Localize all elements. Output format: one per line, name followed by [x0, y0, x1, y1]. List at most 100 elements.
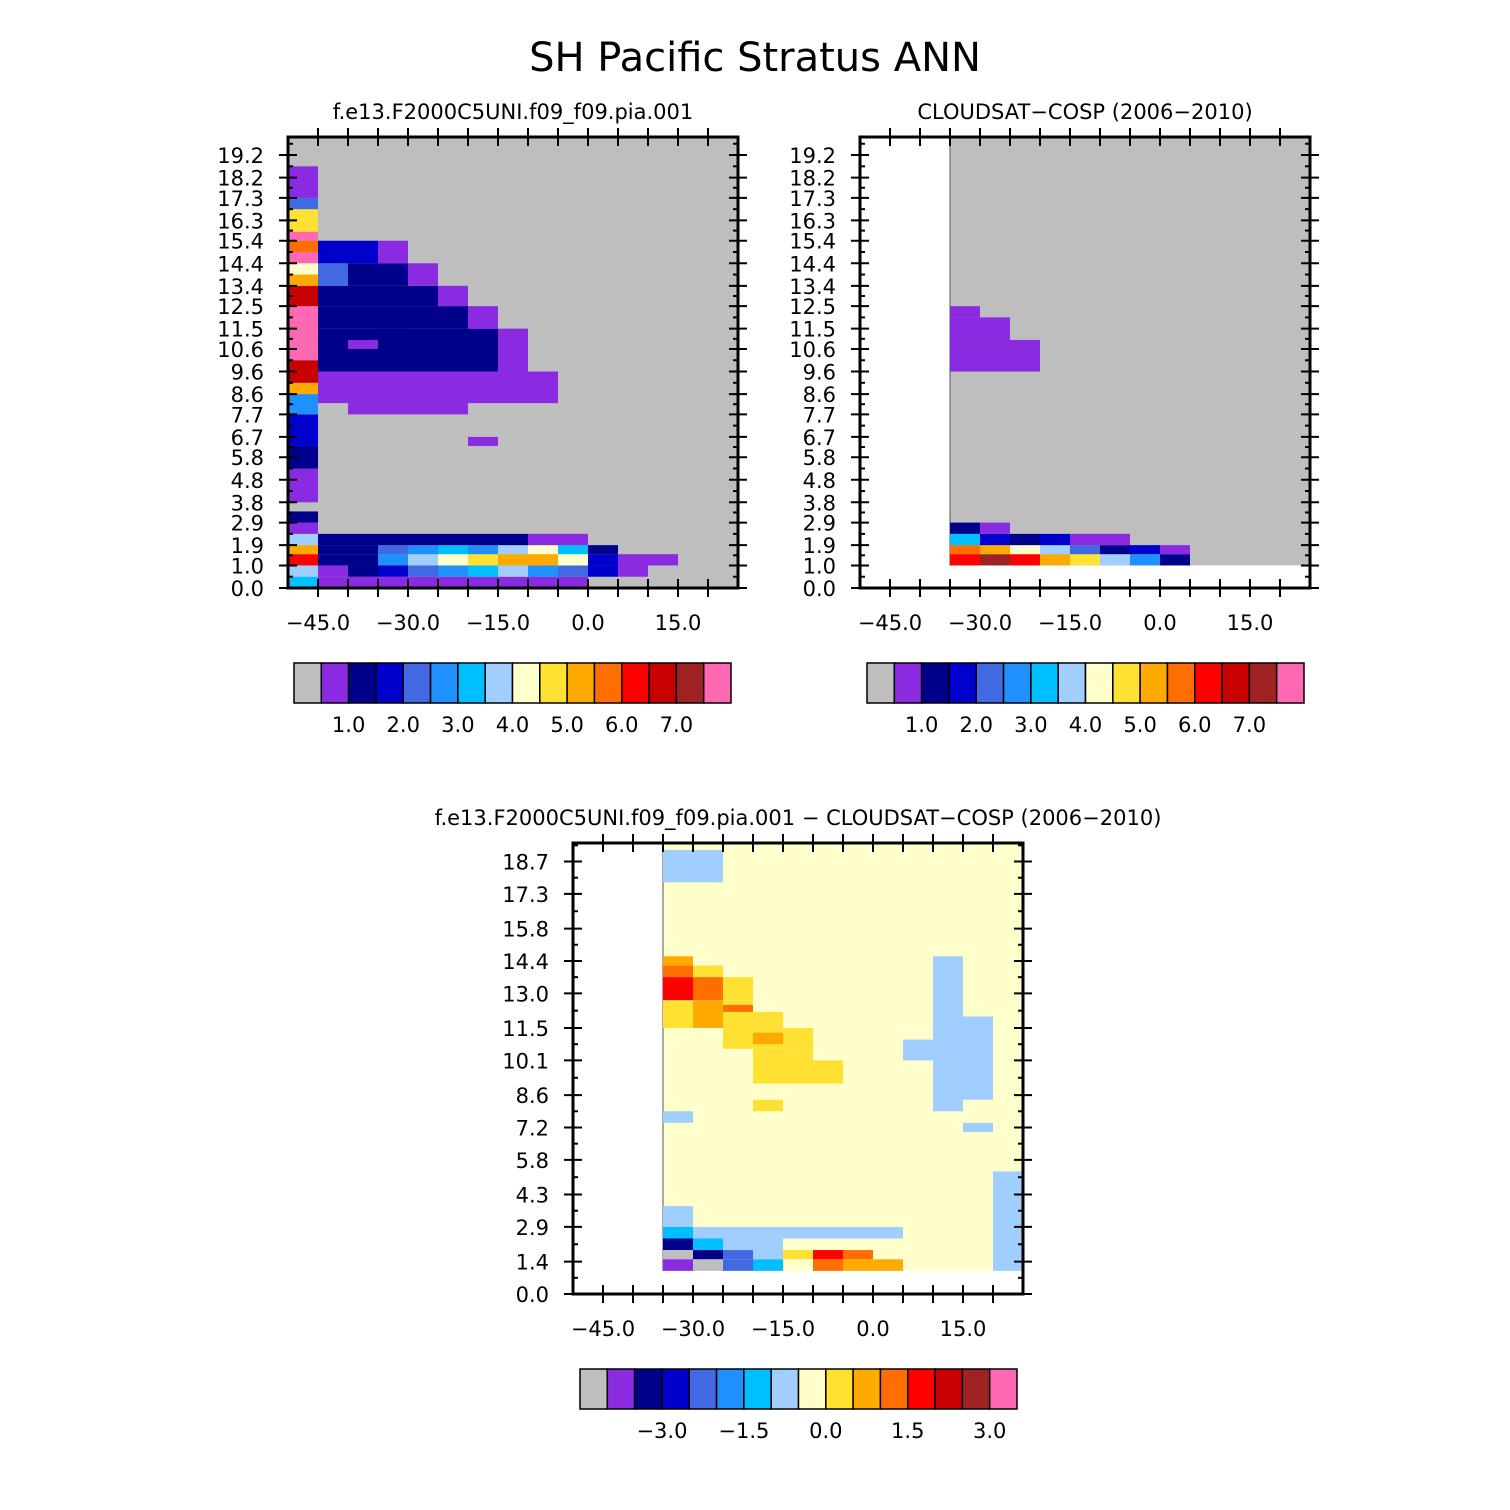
heatmap-cell — [753, 1048, 783, 1072]
y-tick-label: 9.6 — [803, 361, 836, 385]
heatmap-cell — [318, 285, 438, 307]
y-tick-label: 0.0 — [803, 577, 836, 601]
y-tick-label: 12.5 — [217, 295, 264, 319]
y-tick-label: 19.2 — [789, 144, 836, 168]
y-tick-label: 7.7 — [803, 403, 836, 427]
colorbar-label: 5.0 — [550, 713, 583, 737]
colorbar-label: 6.0 — [605, 713, 638, 737]
heatmap-cell — [723, 977, 753, 1001]
y-tick-label: 14.4 — [502, 950, 549, 974]
colorbar-label: 7.0 — [1233, 713, 1266, 737]
heatmap-cell — [753, 1032, 783, 1045]
heatmap-cell — [288, 565, 318, 577]
y-tick-label: 1.4 — [516, 1251, 549, 1275]
heatmap-cell — [348, 565, 378, 577]
heatmap-cell — [663, 1250, 693, 1260]
colorbar-box — [934, 1368, 964, 1410]
heatmap-cell — [1160, 554, 1190, 566]
y-tick-label: 13.4 — [217, 275, 264, 299]
colorbar-label: 3.0 — [1014, 713, 1047, 737]
y-tick-label: 2.9 — [803, 512, 836, 536]
heatmap-cell — [288, 240, 318, 253]
y-tick-label: 17.3 — [789, 187, 836, 211]
colorbar-box — [688, 1368, 718, 1410]
y-tick-label: 4.3 — [516, 1184, 549, 1208]
colorbar-cloudsat: 1.0 2.0 3.0 4.0 5.0 6.0 7.0 — [866, 662, 1305, 737]
heatmap-cell — [318, 371, 558, 404]
heatmap-cell — [588, 554, 618, 566]
heatmap-cell — [1070, 533, 1130, 546]
panel-title: f.e13.F2000C5UNI.f09_f09.pia.001 − CLOUD… — [435, 806, 1162, 831]
heatmap-cell — [498, 348, 528, 372]
colorbar-box — [347, 662, 377, 704]
heatmap-cell — [663, 849, 723, 883]
colorbar-box — [429, 662, 459, 704]
colorbar-box — [375, 662, 404, 704]
heatmap-cell — [288, 252, 318, 264]
heatmap-cell — [378, 554, 408, 566]
heatmap-cell — [318, 554, 378, 566]
colorbar-box — [1275, 662, 1305, 704]
y-tick-label: 15.8 — [502, 918, 549, 942]
heatmap-cell — [528, 565, 558, 577]
heatmap-cell — [663, 1111, 693, 1123]
heatmap-cell — [318, 533, 528, 546]
heatmap-cell — [950, 339, 1040, 372]
heatmap-cell — [348, 263, 408, 286]
heatmap-cell — [288, 394, 318, 415]
colorbar-box — [1166, 662, 1196, 704]
heatmap-cell — [618, 554, 648, 566]
heatmap-cell — [408, 565, 438, 577]
heatmap-cell — [783, 1259, 813, 1271]
heatmap-cell — [783, 1250, 813, 1260]
heatmap-cell — [288, 511, 318, 523]
heatmap-cell — [318, 348, 498, 372]
colorbar-box — [1112, 662, 1141, 704]
y-tick-label: 16.3 — [217, 209, 264, 233]
y-tick-label: 4.8 — [231, 469, 264, 493]
x-tick-label: −15.0 — [751, 1317, 815, 1341]
colorbar-box — [402, 662, 432, 704]
colorbar-box — [621, 662, 650, 704]
heatmap-cell — [318, 263, 348, 286]
y-tick-label: 17.3 — [217, 187, 264, 211]
heatmap-cell — [528, 554, 558, 566]
x-tick-label: 15.0 — [940, 1317, 987, 1341]
heatmap-cell — [663, 977, 693, 1001]
heatmap-cell — [950, 554, 980, 566]
heatmap-cell — [408, 554, 438, 566]
colorbar-label: 1.5 — [891, 1419, 924, 1443]
heatmap-cell — [468, 554, 498, 566]
heatmap-cell — [753, 1071, 843, 1084]
y-tick-label: 3.8 — [231, 491, 264, 515]
heatmap-cell — [950, 317, 1010, 340]
heatmap-cell — [693, 1250, 723, 1260]
y-tick-label: 18.2 — [789, 167, 836, 191]
heatmap-cell — [468, 306, 498, 329]
heatmap-cell — [663, 965, 693, 978]
heatmap-cell — [993, 1171, 1023, 1271]
colorbar-box — [484, 662, 514, 704]
colorbar-box — [797, 1368, 827, 1410]
heatmap-cell — [980, 554, 1010, 566]
heatmap-cell — [933, 956, 963, 1112]
heatmap-cell — [588, 545, 618, 555]
y-tick-label: 6.7 — [231, 426, 264, 450]
colorbar-box — [770, 1368, 800, 1410]
y-tick-label: 13.4 — [789, 275, 836, 299]
y-tick-label: 0.0 — [231, 577, 264, 601]
heatmap-cell — [1040, 545, 1070, 555]
heatmap-cell — [723, 1004, 753, 1012]
heatmap-cell — [468, 545, 498, 555]
heatmap-cell — [963, 1016, 993, 1100]
x-tick-label: 15.0 — [655, 611, 702, 635]
y-tick-label: 8.6 — [231, 383, 264, 407]
colorbar-label: 0.0 — [809, 1419, 842, 1443]
heatmap-cell — [1010, 545, 1040, 555]
plot-frame — [286, 135, 740, 590]
heatmap-cell — [1040, 554, 1070, 566]
colorbar-box — [511, 662, 541, 704]
heatmap-cell — [288, 382, 318, 395]
heatmap-cell — [408, 263, 438, 286]
y-tick-label: 1.9 — [803, 534, 836, 558]
